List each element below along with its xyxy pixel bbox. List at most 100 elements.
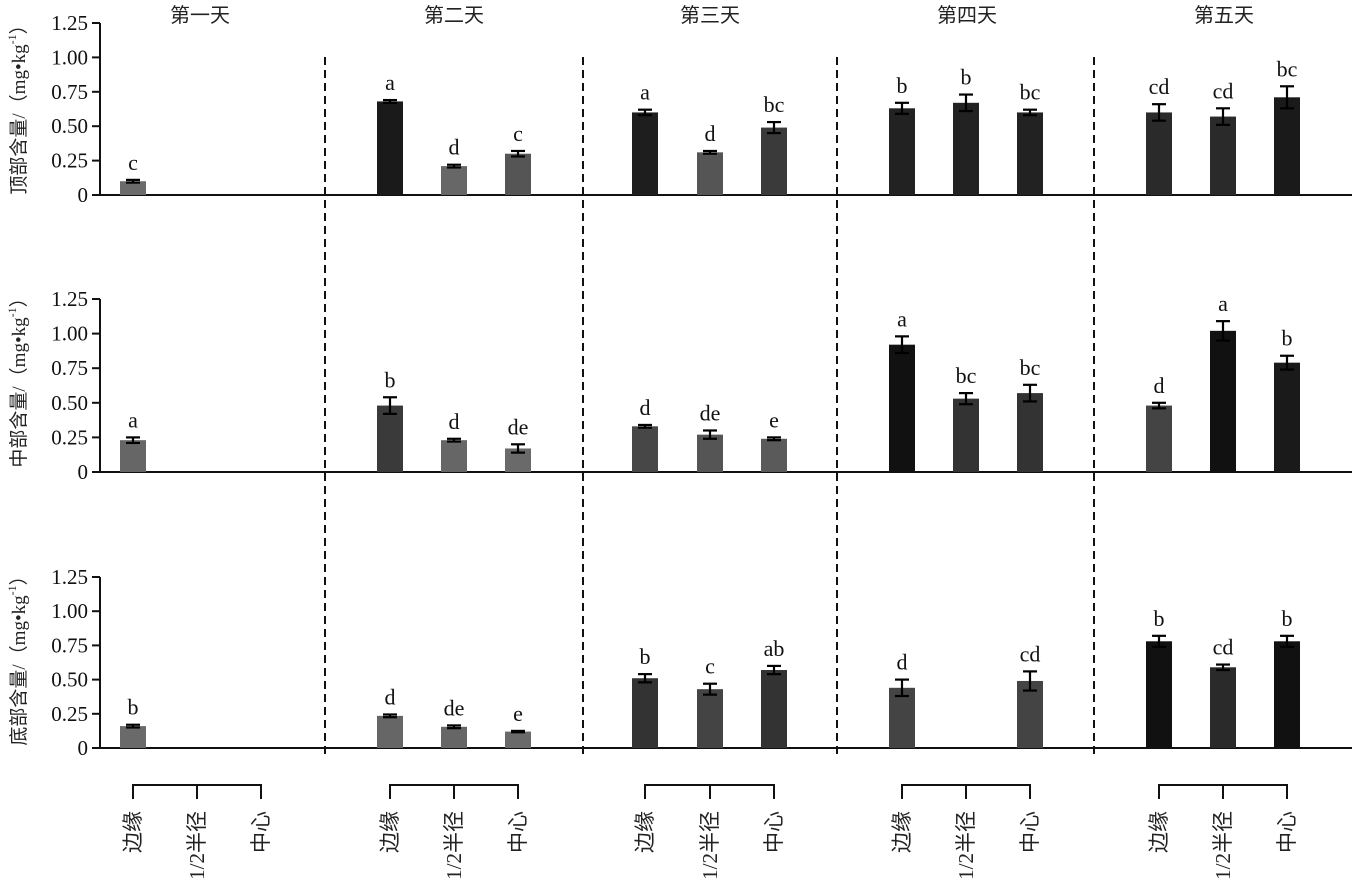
error-bar — [703, 682, 717, 696]
significance-label: b — [128, 695, 139, 720]
y-axis-title-text: 顶部含量/（mg•kg — [8, 44, 30, 195]
bar — [377, 715, 403, 748]
day-title: 第一天 — [170, 4, 230, 27]
error-bar — [511, 149, 525, 158]
bar — [632, 112, 658, 195]
y-axis-title: 中部含量/（mg•kg-1） — [5, 288, 30, 467]
bar — [697, 689, 723, 748]
bar — [1210, 667, 1236, 748]
bar — [697, 152, 723, 195]
significance-label: a — [385, 70, 395, 95]
category-bracket: 边缘 1/2半径 中心 — [1147, 784, 1299, 880]
error-bar — [126, 178, 140, 184]
error-bar — [1216, 107, 1230, 126]
error-bar — [1280, 634, 1294, 648]
significance-label: cd — [1149, 74, 1170, 99]
significance-label: de — [444, 695, 465, 720]
error-bar — [511, 443, 525, 454]
significance-label: d — [705, 121, 716, 146]
significance-label: b — [1282, 326, 1293, 351]
significance-label: d — [1154, 373, 1165, 398]
significance-label: d — [640, 395, 651, 420]
error-bar — [1152, 401, 1166, 410]
error-bar — [895, 678, 909, 698]
bar — [632, 426, 658, 472]
y-tick-label: 1.00 — [51, 322, 88, 346]
significance-label: a — [1218, 291, 1228, 316]
significance-label: b — [897, 73, 908, 98]
error-bar — [895, 335, 909, 355]
error-bar — [638, 108, 652, 117]
significance-label: ab — [764, 636, 785, 661]
bar — [1017, 680, 1043, 748]
significance-label: a — [640, 80, 650, 105]
x-category-label: 边缘 — [378, 811, 402, 853]
significance-label: de — [508, 414, 529, 439]
error-bar — [703, 149, 717, 155]
bar — [441, 440, 467, 472]
bar — [377, 405, 403, 472]
y-axis-title-text-end: ） — [8, 288, 30, 307]
x-category-label: 边缘 — [633, 811, 657, 853]
significance-label: d — [385, 684, 396, 709]
y-tick-label: 0.50 — [51, 391, 88, 415]
significance-label: a — [897, 306, 907, 331]
error-bar — [1216, 320, 1230, 342]
bar — [120, 181, 146, 195]
error-bar — [447, 163, 461, 169]
bar — [1274, 641, 1300, 748]
category-bracket: 边缘 1/2半径 中心 — [378, 784, 530, 880]
x-category-label: 1/2半径 — [1211, 811, 1235, 880]
error-bar — [1216, 663, 1230, 672]
y-axis-title: 顶部含量/（mg•kg-1） — [5, 15, 30, 194]
bar — [1274, 362, 1300, 472]
significance-label: cd — [1213, 635, 1234, 660]
significance-label: d — [897, 650, 908, 675]
y-axis-title-superscript: -1 — [5, 585, 19, 595]
significance-label: b — [1154, 606, 1165, 631]
significance-label: d — [449, 409, 460, 434]
y-tick-label: 1.25 — [51, 565, 88, 589]
error-bar — [703, 429, 717, 440]
error-bar — [511, 729, 525, 734]
bar — [953, 398, 979, 472]
bar — [889, 108, 915, 195]
x-category-label: 中心 — [1018, 811, 1042, 853]
y-axis-title-text: 中部含量/（mg•kg — [8, 317, 30, 468]
error-bar — [383, 713, 397, 719]
significance-label: bc — [764, 92, 785, 117]
significance-label: b — [1282, 606, 1293, 631]
significance-label: c — [513, 121, 523, 146]
significance-label: cd — [1213, 78, 1234, 103]
significance-label: c — [128, 150, 138, 175]
y-tick-label: 0.25 — [51, 149, 88, 173]
y-tick-label: 0.50 — [51, 114, 88, 138]
error-bar — [126, 436, 140, 445]
bar — [697, 434, 723, 472]
y-tick-label: 0.75 — [51, 633, 88, 657]
bar — [1274, 97, 1300, 195]
bar — [632, 678, 658, 748]
bar — [441, 166, 467, 195]
error-bar — [447, 724, 461, 730]
y-tick-label: 1.25 — [51, 11, 88, 35]
bar — [505, 153, 531, 195]
significance-label: de — [700, 400, 721, 425]
bar — [120, 726, 146, 748]
y-tick-label: 1.00 — [51, 45, 88, 69]
y-axis-title-text-end: ） — [8, 15, 30, 34]
error-bar — [767, 120, 781, 135]
x-category-label: 1/2半径 — [698, 811, 722, 880]
error-bar — [767, 436, 781, 442]
y-tick-label: 1.00 — [51, 599, 88, 623]
y-tick-label: 0.25 — [51, 702, 88, 726]
x-category-label: 中心 — [1275, 811, 1299, 853]
day-title: 第三天 — [680, 4, 740, 27]
bar — [1146, 641, 1172, 748]
y-axis-title-superscript: -1 — [5, 34, 19, 44]
y-tick-label: 0.75 — [51, 80, 88, 104]
error-bar — [1023, 108, 1037, 117]
significance-label: bc — [1020, 80, 1041, 105]
error-bar — [126, 723, 140, 729]
